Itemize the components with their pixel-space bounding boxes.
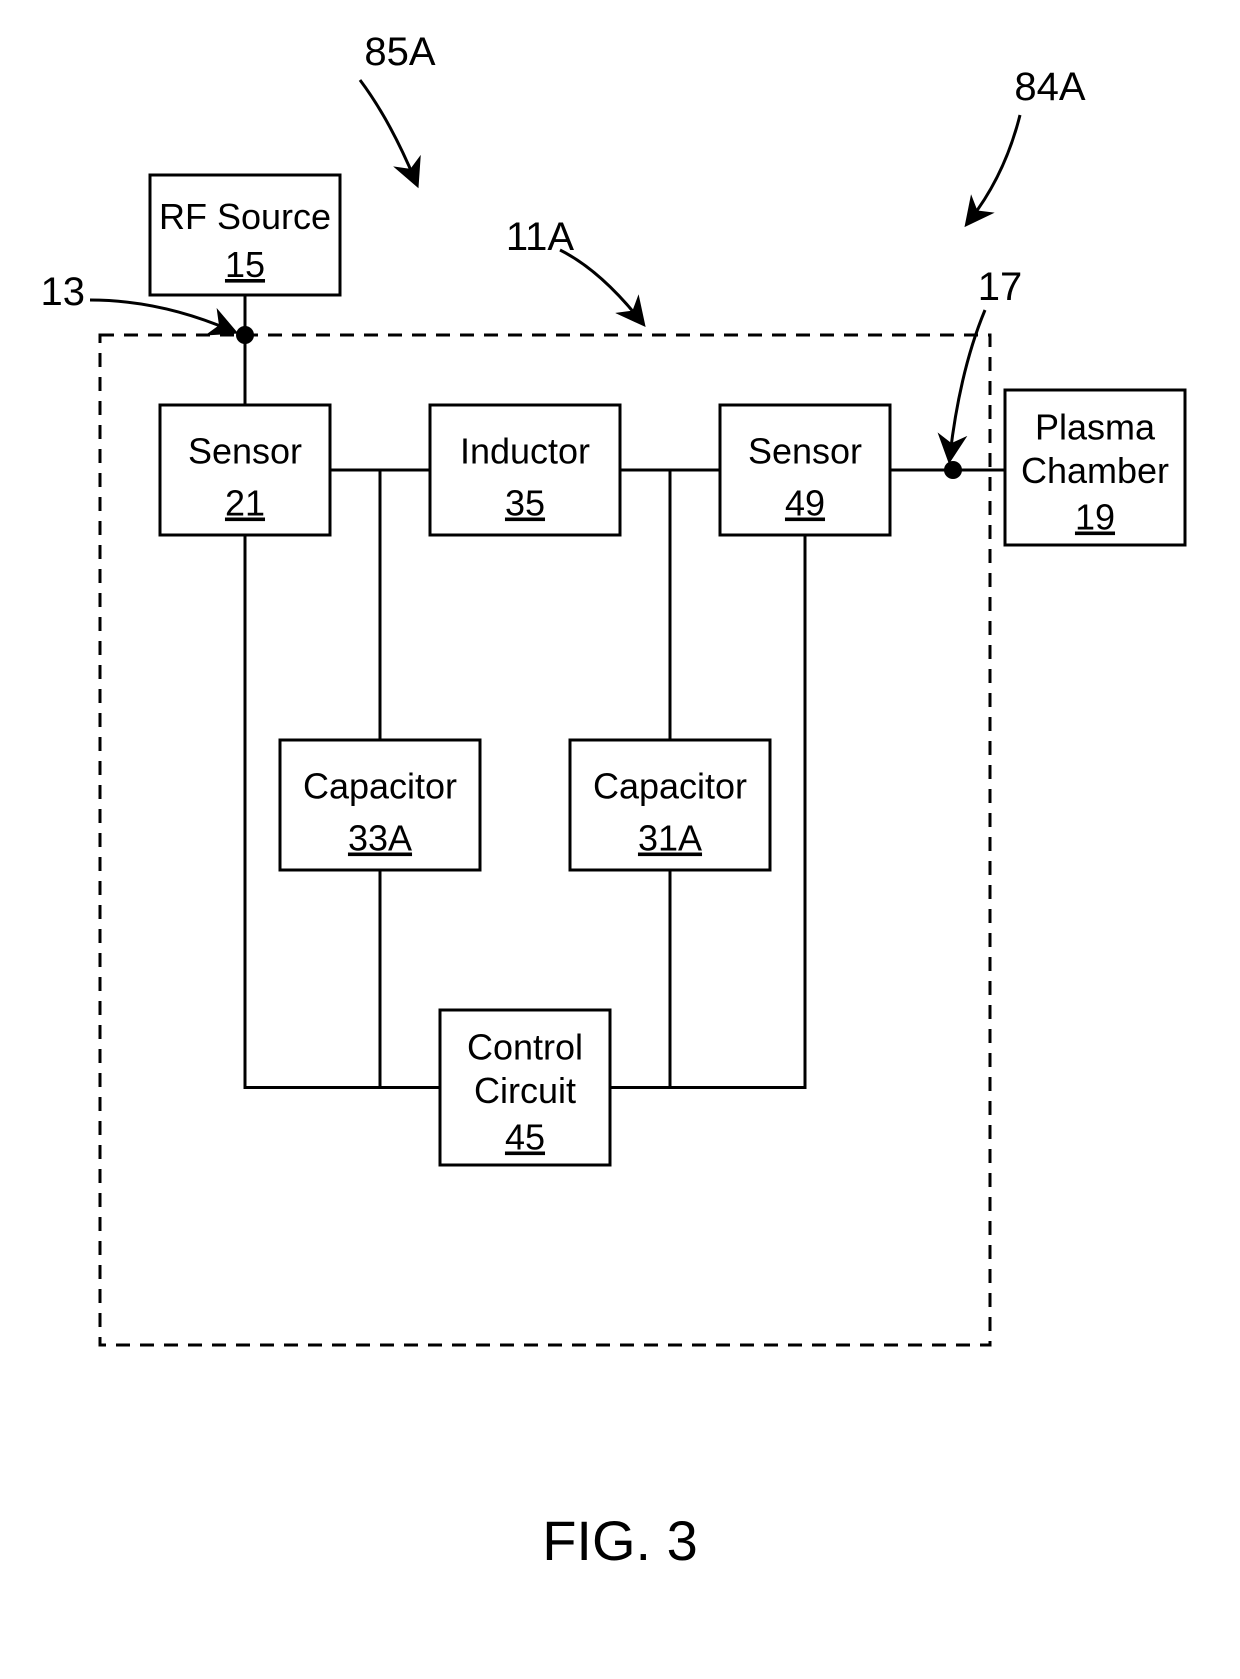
- node-13-dot: [236, 326, 254, 344]
- control-ref: 45: [505, 1117, 545, 1158]
- figure-caption: FIG. 3: [542, 1509, 698, 1572]
- patent-figure-3: RF Source 15 Sensor 21 Inductor 35 Senso…: [0, 0, 1240, 1679]
- sensor-left-ref: 21: [225, 483, 265, 524]
- plasma-chamber-block: Plasma Chamber 19: [1005, 390, 1185, 545]
- capacitor-left-block: Capacitor 33A: [280, 740, 480, 870]
- plasma-label-1: Plasma: [1035, 407, 1156, 448]
- capacitor-left-label: Capacitor: [303, 766, 457, 807]
- node-17-dot: [944, 461, 962, 479]
- rf-source-block: RF Source 15: [150, 175, 340, 295]
- control-label-1: Control: [467, 1027, 583, 1068]
- callout-11A: 11A: [506, 215, 575, 259]
- callout-84A: 84A: [1014, 65, 1085, 109]
- control-circuit-block: Control Circuit 45: [440, 1010, 610, 1165]
- callout-17: 17: [978, 265, 1023, 309]
- sensor-right-block: Sensor 49: [720, 405, 890, 535]
- callout-13: 13: [41, 270, 86, 314]
- sensor-right-ref: 49: [785, 483, 825, 524]
- inductor-label: Inductor: [460, 431, 590, 472]
- capacitor-right-block: Capacitor 31A: [570, 740, 770, 870]
- capacitor-left-ref: 33A: [348, 818, 412, 859]
- control-label-2: Circuit: [474, 1070, 576, 1111]
- capacitor-right-ref: 31A: [638, 818, 702, 859]
- inductor-ref: 35: [505, 483, 545, 524]
- inductor-block: Inductor 35: [430, 405, 620, 535]
- sensor-left-block: Sensor 21: [160, 405, 330, 535]
- rf-source-ref: 15: [225, 244, 265, 285]
- plasma-ref: 19: [1075, 497, 1115, 538]
- sensor-right-label: Sensor: [748, 431, 862, 472]
- sensor-left-label: Sensor: [188, 431, 302, 472]
- callout-85A: 85A: [364, 30, 435, 74]
- capacitor-right-label: Capacitor: [593, 766, 747, 807]
- rf-source-label: RF Source: [159, 196, 331, 237]
- plasma-label-2: Chamber: [1021, 450, 1169, 491]
